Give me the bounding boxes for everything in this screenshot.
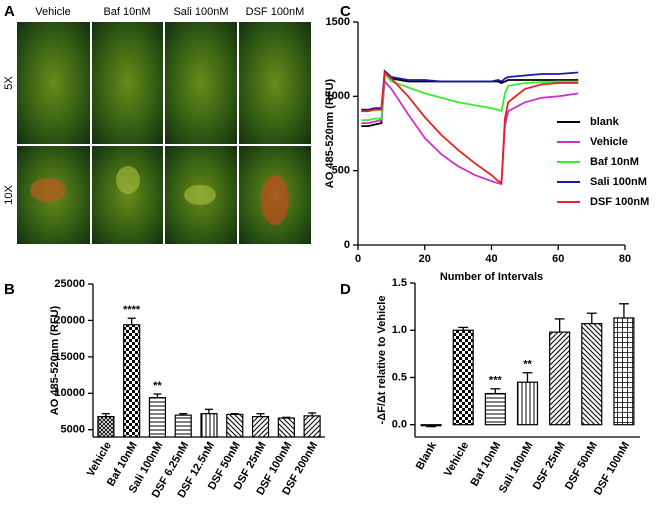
- legend-label: Baf 10nM: [590, 156, 639, 168]
- bar: [123, 324, 141, 438]
- panel-label: C: [340, 3, 351, 20]
- significance: ***: [489, 375, 503, 387]
- x-tick-label: DSF 50nM: [563, 440, 600, 492]
- panel-label: D: [340, 281, 351, 298]
- row-label: 10X: [3, 185, 15, 205]
- x-tick-label: Baf 10nM: [469, 440, 504, 488]
- bar: [148, 397, 167, 438]
- x-axis-label: Number of Intervals: [440, 271, 543, 283]
- significance: **: [153, 380, 162, 392]
- micrograph: [165, 22, 237, 144]
- y-tick-label: 0.5: [392, 371, 407, 383]
- y-axis-label: AO 485-520nm (RFU): [324, 78, 336, 188]
- bar: [420, 424, 442, 427]
- bar: [97, 416, 115, 438]
- bar: [549, 331, 571, 426]
- micrographs: [17, 22, 311, 244]
- legend-label: Sali 100nM: [590, 176, 647, 188]
- micrograph: [239, 22, 311, 144]
- column-label: Sali 100nM: [173, 6, 228, 18]
- bar: [200, 413, 218, 438]
- column-label: Vehicle: [35, 6, 70, 18]
- y-tick-label: 15000: [54, 351, 85, 363]
- bar: [581, 323, 603, 426]
- cell: [184, 185, 216, 205]
- row-label: 5X: [3, 76, 15, 90]
- y-tick-label: 1000: [326, 90, 350, 102]
- y-tick-label: 10000: [54, 387, 85, 399]
- cell: [30, 178, 66, 202]
- column-label: DSF 100nM: [246, 6, 305, 18]
- panel-label: B: [4, 281, 15, 298]
- y-tick-label: 1500: [326, 16, 350, 28]
- y-axis-label: AO 485-520nm (RFU): [49, 305, 61, 415]
- bar: [303, 415, 321, 438]
- panel-label: A: [4, 3, 15, 20]
- legend-label: DSF 100nM: [590, 196, 649, 208]
- micrograph: [17, 22, 90, 144]
- y-tick-label: 500: [332, 165, 350, 177]
- x-tick-label: 40: [485, 253, 497, 265]
- cell: [261, 175, 289, 225]
- x-tick-label: 20: [419, 253, 431, 265]
- significance: ****: [123, 304, 141, 316]
- series-line: [361, 79, 579, 186]
- y-tick-label: 20000: [54, 314, 85, 326]
- bar: [452, 329, 474, 426]
- y-tick-label: 25000: [54, 278, 85, 290]
- bar: [516, 381, 539, 426]
- x-tick-label: 60: [552, 253, 564, 265]
- micrograph: [92, 146, 163, 244]
- y-tick-label: 1.0: [392, 324, 407, 336]
- bar: [484, 392, 506, 426]
- x-tick-label: 0: [355, 253, 361, 265]
- y-tick-label: 5000: [61, 424, 85, 436]
- bar: [613, 317, 635, 426]
- column-label: Baf 10nM: [103, 6, 150, 18]
- bar: [226, 413, 244, 438]
- x-tick-label: Vehicle: [442, 440, 471, 479]
- x-tick-label: 80: [619, 253, 631, 265]
- significance: **: [523, 359, 532, 371]
- micrograph: [92, 22, 163, 144]
- x-tick-label: Blank: [414, 439, 440, 472]
- cell: [116, 166, 140, 194]
- legend-label: Vehicle: [590, 136, 628, 148]
- bar: [251, 416, 270, 438]
- legend-label: blank: [590, 116, 620, 128]
- bar: [277, 417, 295, 438]
- y-tick-label: 0: [344, 239, 350, 251]
- x-tick-label: Sali 100nM: [497, 440, 536, 495]
- bar: [174, 414, 192, 438]
- y-axis-label: -ΔF/Δt relative to Vehicle: [376, 296, 388, 425]
- y-tick-label: 0.0: [392, 419, 407, 431]
- series-line: [361, 70, 579, 184]
- y-tick-label: 1.5: [392, 277, 407, 289]
- x-tick-label: DSF 25nM: [531, 440, 568, 492]
- series-line: [361, 71, 579, 121]
